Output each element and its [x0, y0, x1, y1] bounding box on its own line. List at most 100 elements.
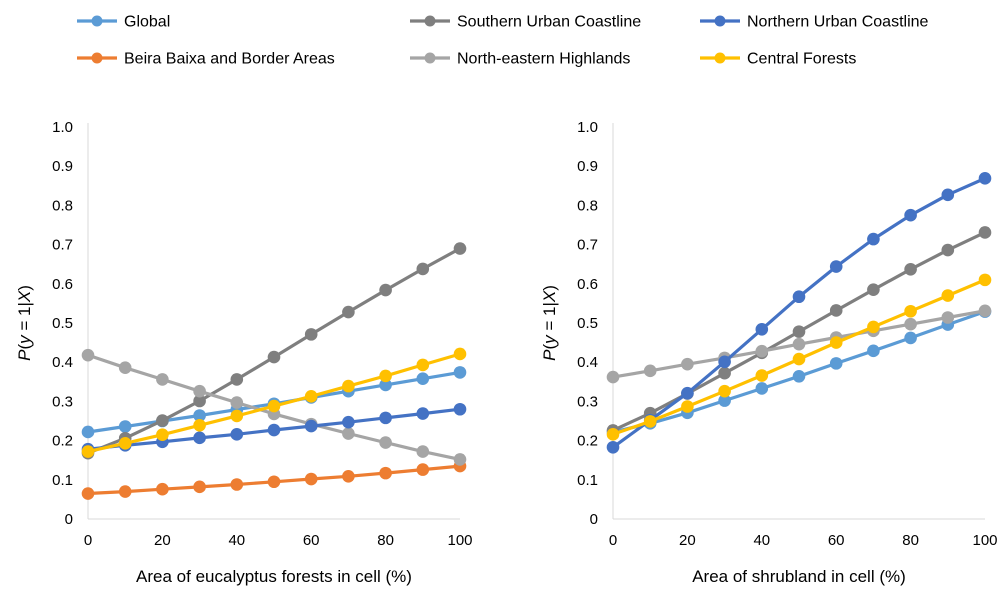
data-point	[342, 415, 355, 429]
data-point	[978, 304, 992, 318]
x-tick-label: 80	[377, 532, 394, 549]
data-point	[267, 399, 281, 413]
data-point	[755, 369, 769, 382]
data-point	[718, 355, 731, 369]
x-tick-label: 80	[902, 532, 919, 549]
x-tick-label: 100	[972, 532, 997, 549]
data-point	[941, 311, 955, 324]
data-point	[792, 370, 806, 383]
data-point	[156, 428, 169, 442]
data-point	[867, 344, 880, 358]
data-point	[453, 402, 467, 416]
legend: Global Southern Urban Coastline Northern U…	[77, 14, 929, 68]
y-tick-label: 0.5	[52, 315, 73, 332]
data-point	[230, 373, 244, 386]
data-point	[978, 172, 992, 185]
legend-marker	[91, 15, 103, 27]
y-tick-label: 0.4	[52, 354, 73, 371]
legend-label: Global	[124, 14, 170, 31]
data-point	[792, 337, 806, 351]
data-point	[156, 414, 169, 427]
data-point	[118, 485, 132, 498]
series-northern-urban-coastline	[81, 402, 467, 456]
data-point	[867, 283, 880, 296]
data-point	[681, 357, 694, 371]
data-point	[941, 188, 955, 202]
data-point	[867, 320, 880, 334]
series-southern-urban-coastline	[606, 226, 992, 437]
x-tick-label: 60	[828, 532, 845, 549]
data-point	[643, 364, 657, 378]
data-point	[718, 384, 731, 398]
y-tick-label: 0.4	[577, 354, 598, 371]
data-point	[193, 409, 206, 422]
data-point	[342, 379, 355, 393]
y-tick-label: 0.9	[52, 158, 73, 175]
data-point	[904, 304, 917, 318]
data-point	[230, 428, 244, 441]
data-point	[416, 463, 430, 476]
y-tick-label: 0.6	[577, 276, 598, 293]
legend-label: Beira Baixa and Border Areas	[124, 51, 335, 68]
legend-marker	[714, 52, 726, 64]
legend-item-northern-urban-coastline: Northern Urban Coastline	[700, 14, 929, 31]
data-point	[304, 390, 318, 403]
data-point	[453, 366, 467, 379]
data-point	[904, 208, 917, 222]
data-point	[792, 352, 806, 366]
data-point	[118, 420, 132, 433]
data-point	[416, 262, 430, 276]
data-point	[718, 394, 731, 407]
y-tick-label: 0.2	[577, 433, 598, 450]
data-point	[606, 440, 620, 454]
y-tick-label: 0.8	[52, 197, 73, 214]
data-point	[453, 242, 467, 255]
data-point	[904, 262, 917, 276]
y-tick-label: 0.3	[52, 393, 73, 410]
y-axis-label: P(y = 1|X)	[540, 285, 559, 361]
data-point	[681, 386, 694, 400]
x-tick-label: 20	[679, 532, 696, 549]
y-tick-label: 0.6	[52, 276, 73, 293]
y-tick-label: 0.9	[577, 158, 598, 175]
y-tick-label: 0.1	[577, 472, 598, 489]
chart-eucalyptus: 0 0.1 0.2 0.3 0.4 0.5 0.6 0.7 0.8 0.9 1.0 0 20 40 60 80…	[15, 119, 473, 586]
data-point	[193, 394, 206, 408]
legend-label: Southern Urban Coastline	[457, 14, 641, 31]
data-point	[267, 423, 281, 437]
data-point	[342, 305, 355, 319]
data-point	[867, 232, 880, 246]
x-axis-label: Area of eucalyptus forests in cell (%)	[136, 567, 412, 586]
x-tick-label: 100	[447, 532, 472, 549]
data-point	[193, 419, 206, 432]
x-tick-label: 40	[228, 532, 245, 549]
data-point	[416, 445, 430, 458]
data-point	[379, 378, 392, 392]
data-point	[81, 445, 95, 458]
series-central-forests	[81, 347, 467, 458]
series-northern-urban-coastline	[606, 172, 992, 454]
legend-item-global: Global	[77, 14, 170, 31]
series-line	[612, 176, 986, 449]
data-point	[342, 427, 355, 440]
data-point	[267, 475, 281, 489]
data-point	[606, 370, 620, 384]
data-point	[379, 369, 392, 383]
data-point	[755, 382, 769, 395]
y-tick-label: 0.3	[577, 393, 598, 410]
data-point	[193, 384, 206, 398]
data-point	[829, 260, 843, 273]
legend-label: North-eastern Highlands	[457, 51, 630, 68]
legend-marker	[714, 15, 726, 27]
data-point	[267, 350, 281, 364]
legend-label: Central Forests	[747, 51, 856, 68]
y-tick-label: 0.1	[52, 472, 73, 489]
legend-item-beira-baixa-and-border-areas: Beira Baixa and Border Areas	[77, 51, 335, 68]
data-point	[453, 453, 467, 466]
data-point	[904, 331, 917, 345]
data-point	[792, 325, 806, 338]
data-point	[792, 290, 806, 304]
y-axis-label: P(y = 1|X)	[15, 285, 34, 361]
series-southern-urban-coastline	[81, 242, 467, 460]
